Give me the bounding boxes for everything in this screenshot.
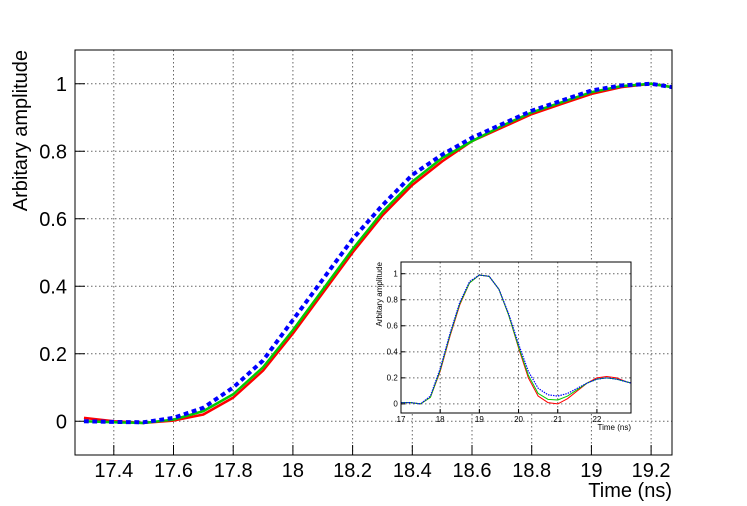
y-tick-label: 0.8 (39, 141, 67, 163)
x-tick-label: 17 (397, 415, 406, 424)
x-tick-label: 19.2 (632, 460, 671, 482)
x-tick-label: 17.8 (214, 460, 253, 482)
y-tick-label: 0.6 (387, 322, 399, 331)
y-tick-label: 0 (56, 411, 67, 433)
series-line (83, 82, 672, 425)
x-tick-label: 21 (553, 415, 562, 424)
series-line (401, 274, 631, 405)
y-tick-label: 0.6 (39, 209, 67, 231)
x-tick-label: 18.8 (512, 460, 551, 482)
series-line (83, 81, 672, 425)
x-tick-label: 18 (282, 460, 304, 482)
y-tick-label: 1 (56, 74, 67, 96)
x-axis-title: Time (ns) (598, 423, 632, 432)
x-tick-label: 17.4 (94, 460, 133, 482)
y-axis-title: Arbitary amplitude (375, 261, 384, 326)
plot-frame (74, 49, 673, 456)
y-tick-label: 0.2 (39, 344, 67, 366)
y-tick-label: 0.2 (387, 374, 399, 383)
y-tick-label: 0.8 (387, 296, 399, 305)
x-tick-label: 18.2 (333, 460, 372, 482)
x-tick-label: 18 (436, 415, 445, 424)
x-tick-label: 19 (475, 415, 484, 424)
x-tick-label: 18.6 (453, 460, 492, 482)
y-tick-label: 0 (393, 400, 398, 409)
y-tick-label: 0.4 (387, 348, 399, 357)
y-tick-label: 1 (393, 270, 398, 279)
x-tick-label: 18.4 (393, 460, 432, 482)
x-axis-title: Time (ns) (588, 480, 672, 502)
plot-frame (400, 261, 632, 414)
x-tick-label: 20 (514, 415, 523, 424)
x-tick-label: 22 (592, 415, 601, 424)
x-tick-label: 17.6 (154, 460, 193, 482)
series-line (401, 274, 631, 405)
y-axis-title: Arbitary amplitude (10, 50, 32, 211)
y-tick-label: 0.4 (39, 276, 67, 298)
x-tick-label: 19 (580, 460, 602, 482)
